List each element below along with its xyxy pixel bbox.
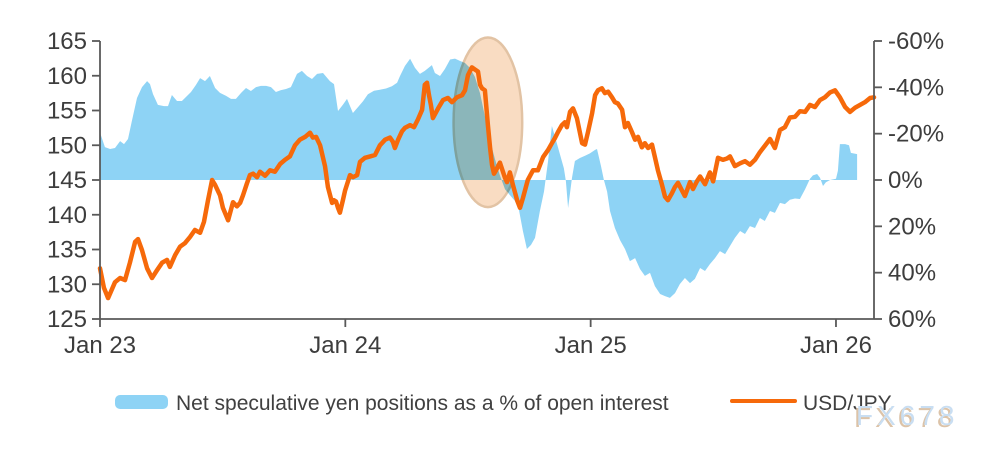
x-tick-label: Jan 24 — [309, 332, 381, 359]
y-right-tick-label: 40% — [888, 260, 936, 287]
y-right-tick-label: -40% — [888, 74, 944, 101]
x-tick-label: Jan 25 — [555, 332, 627, 359]
y-left-tick-label: 140 — [47, 202, 87, 229]
x-tick-label: Jan 23 — [64, 332, 136, 359]
y-left-tick-label: 130 — [47, 271, 87, 298]
watermark-text: FX678 — [856, 400, 959, 431]
y-left-tick-label: 160 — [47, 63, 87, 90]
y-right-tick-label: 20% — [888, 213, 936, 240]
y-right-tick-label: 0% — [888, 167, 923, 194]
y-right-tick-label: 60% — [888, 306, 936, 333]
y-left-tick-label: 165 — [47, 28, 87, 55]
x-tick-label: Jan 26 — [800, 332, 872, 359]
legend-line-swatch — [730, 399, 797, 403]
y-left-tick-label: 145 — [47, 167, 87, 194]
y-left-tick-label: 135 — [47, 237, 87, 264]
usdjpy-line — [97, 65, 877, 301]
y-left-tick-label: 125 — [47, 306, 87, 333]
y-left-tick-label: 155 — [47, 98, 87, 125]
y-right-tick-label: -60% — [888, 28, 944, 55]
legend-area-swatch — [115, 395, 168, 409]
y-right-tick-label: -20% — [888, 121, 944, 148]
y-left-tick-label: 150 — [47, 132, 87, 159]
legend-line-label: USD/JPY — [803, 392, 892, 415]
legend-area-label: Net speculative yen positions as a % of … — [176, 392, 669, 415]
